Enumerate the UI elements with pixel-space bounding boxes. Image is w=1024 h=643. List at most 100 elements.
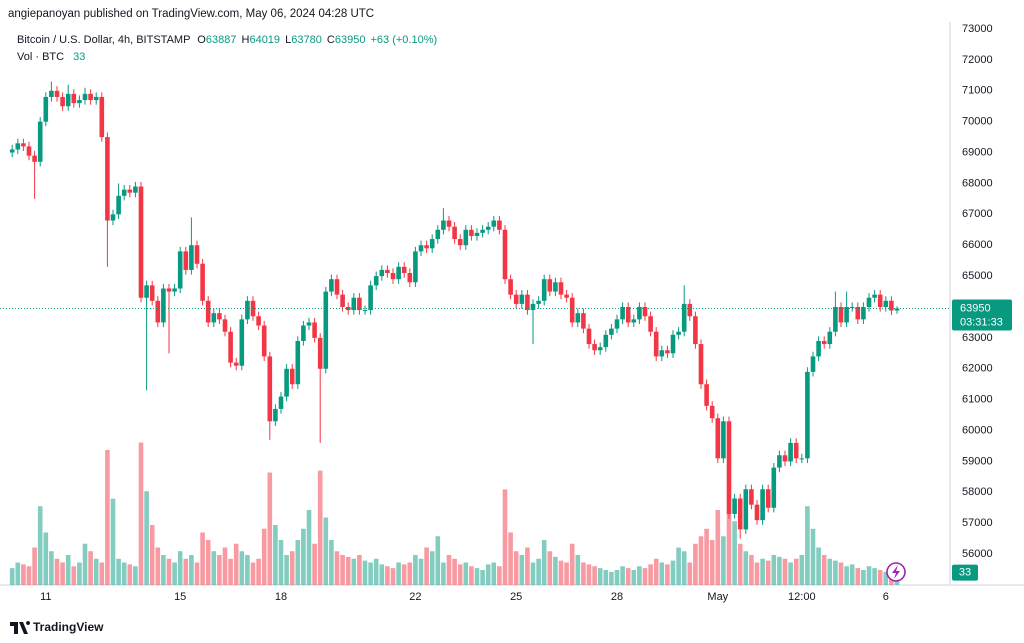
volume-bar [385,566,390,585]
x-tick-label: 28 [611,591,623,603]
volume-bar [301,528,306,585]
volume-bar [480,570,485,585]
candle-body [49,90,54,97]
candle-body [474,232,480,236]
y-tick-label: 73000 [962,23,993,35]
volume-value: 33 [73,51,85,63]
candle-body [760,489,765,521]
candle-body [301,325,306,341]
volume-bar [558,560,564,585]
volume-bar [771,555,777,585]
y-tick-label: 57000 [962,517,993,529]
candle-body [396,266,401,280]
candle-body [855,307,861,320]
volume-bar [340,555,345,585]
volume-bar [861,570,866,585]
volume-bar [687,562,693,585]
volume-bar [138,442,144,585]
candle-body [161,288,166,323]
volume-bar [183,558,189,585]
candle-body [177,251,183,289]
volume-bar [620,566,625,585]
volume-bar [670,560,676,585]
x-tick-label: 22 [409,591,421,603]
volume-bar [446,555,452,585]
volume-bar [161,555,166,585]
volume-bar [424,547,429,585]
candle-body [631,319,637,323]
candle-body [849,307,855,308]
volume-bar [749,555,754,585]
volume-bar [833,560,838,585]
candle-body [424,245,429,249]
volume-bar [765,560,771,585]
open-value: 63887 [206,34,237,46]
candle-body [513,294,519,304]
volume-bar [457,564,463,585]
candle-body [793,442,799,459]
candle-body [586,328,592,345]
last-volume-label: 33 [959,567,971,579]
y-tick-label: 65000 [962,270,993,282]
volume-bar [564,562,569,585]
volume-bar [805,506,810,585]
volume-bar [289,551,295,585]
last-volume-badge [952,564,978,581]
volume-bar [659,562,665,585]
volume-bar [200,532,205,585]
volume-bar [849,564,855,585]
candle-body [765,489,771,508]
candle-body [323,291,329,369]
candle-body [681,303,687,332]
candle-body [536,300,541,304]
candle-body [861,307,866,320]
candle-body [469,229,474,236]
volume-bar [838,562,844,585]
candle-body [133,186,138,193]
candle-body [558,282,564,295]
alert-icon[interactable] [886,562,906,582]
candle-body [429,239,435,249]
y-tick-label: 70000 [962,116,993,128]
candle-body [183,251,189,270]
candle-body [508,279,513,295]
ohlc-label: H [242,34,250,46]
plot-area [0,81,950,585]
candle-body [446,220,452,227]
candle-body [306,322,312,326]
alert-bolt[interactable] [892,565,900,579]
candle-body [564,294,569,298]
close-value: 63950 [335,34,366,46]
candle-body [15,143,21,150]
volume-bar [245,555,250,585]
y-tick-label: 58000 [962,486,993,498]
candle-body [799,458,805,460]
candle-body [721,421,726,459]
volume-bar [105,450,110,585]
y-tick-label: 61000 [962,394,993,406]
x-tick-label: 12:00 [788,591,816,603]
volume-bar [693,543,698,585]
candle-body [659,350,665,357]
candle-body [737,498,743,530]
volume-bar [418,558,424,585]
candle-body [110,214,116,221]
candle-body [239,319,245,366]
volume-bar [441,562,446,585]
volume-bar [362,560,368,585]
candle-body [373,276,379,286]
x-tick-label: 6 [883,591,889,603]
volume-bar [373,558,379,585]
candle-body [418,245,424,252]
volume-bar [99,562,105,585]
candle-body [441,220,446,230]
volume-bar [189,555,194,585]
volume-bar [37,506,43,585]
candle-body [597,347,603,351]
candle-body [485,226,491,230]
volume-bar [345,556,351,585]
volume-bar [211,551,217,585]
candle-body [105,137,110,221]
candle-body [782,455,788,462]
volume-bar [379,564,385,585]
